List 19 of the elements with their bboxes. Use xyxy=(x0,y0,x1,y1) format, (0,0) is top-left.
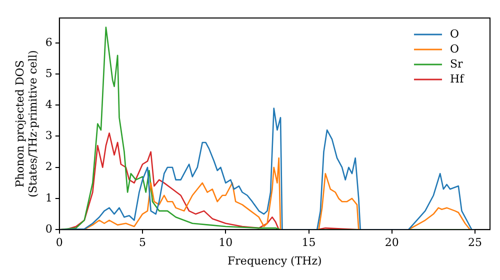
x-tick-label: 20 xyxy=(384,236,399,250)
x-axis-title: Frequency (THz) xyxy=(228,254,322,268)
x-tick-label: 25 xyxy=(468,236,482,250)
x-tick-label: 0 xyxy=(56,236,63,250)
y-tick-label: 4 xyxy=(45,98,52,111)
legend-label: O xyxy=(450,27,460,40)
x-tick-label: 5 xyxy=(139,236,146,250)
y-tick-label: 5 xyxy=(45,66,52,80)
legend-label: Hf xyxy=(450,72,465,86)
x-tick-label: 15 xyxy=(302,236,316,250)
y-tick-label: 6 xyxy=(45,36,52,49)
y-axis-title: Phonon projected DOS (States/THz·primitive cell) xyxy=(13,50,40,198)
legend-label: O xyxy=(450,42,460,56)
y-tick-label: 0 xyxy=(45,222,52,236)
y-tick-label: 2 xyxy=(45,160,52,174)
y-tick-label: 3 xyxy=(45,129,52,142)
x-tick-label: 10 xyxy=(218,236,233,250)
legend-label: Sr xyxy=(450,57,464,70)
y-tick-label: 1 xyxy=(45,191,52,204)
